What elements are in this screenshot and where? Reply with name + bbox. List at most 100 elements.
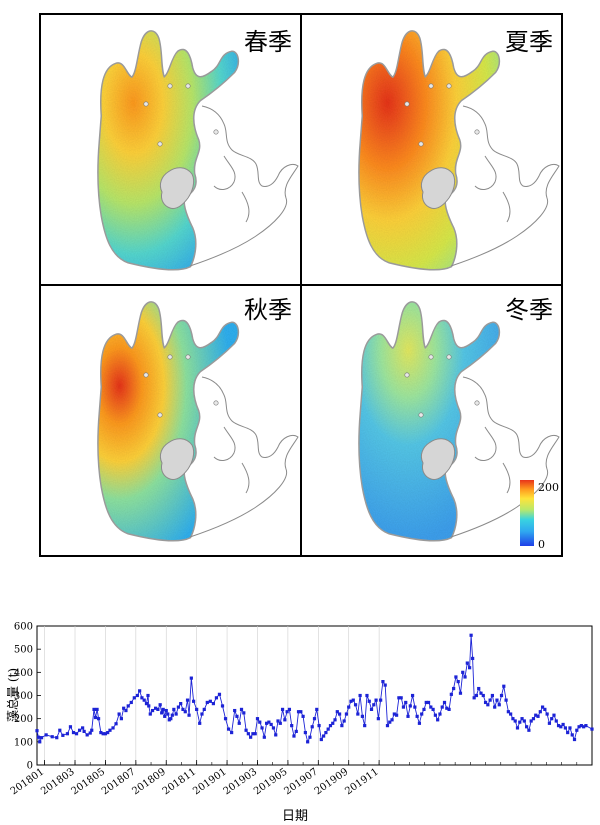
data-point xyxy=(570,733,574,737)
islet-marker xyxy=(404,101,410,107)
data-point xyxy=(506,710,510,714)
data-point xyxy=(469,633,473,637)
data-point xyxy=(554,719,558,723)
data-point xyxy=(169,717,173,721)
data-point xyxy=(106,730,110,735)
data-point xyxy=(490,693,495,698)
data-point xyxy=(461,670,465,674)
y-tick-label: 200 xyxy=(14,714,33,725)
data-point xyxy=(584,724,588,728)
data-point xyxy=(148,712,152,716)
x-tick-label: 201905 xyxy=(252,766,290,797)
islet-marker xyxy=(185,83,191,89)
data-point xyxy=(119,717,123,721)
data-point xyxy=(274,733,278,737)
data-point xyxy=(351,698,355,702)
data-point xyxy=(577,725,581,729)
data-point xyxy=(124,708,128,713)
data-point xyxy=(438,712,442,716)
data-point xyxy=(253,732,257,736)
map-panel-spring xyxy=(97,30,299,271)
panel-label-spring: 春季 xyxy=(244,28,292,56)
panel-label-summer: 夏季 xyxy=(505,28,553,56)
data-point xyxy=(440,705,444,709)
data-point xyxy=(147,704,151,708)
data-point xyxy=(518,720,522,724)
data-point xyxy=(55,736,59,740)
lake-heatmap xyxy=(359,31,499,269)
data-point xyxy=(205,700,209,705)
shoreline xyxy=(189,376,299,538)
data-point xyxy=(572,737,577,742)
y-tick-label: 400 xyxy=(14,668,33,679)
data-point xyxy=(214,696,219,700)
data-point xyxy=(81,726,85,730)
data-point xyxy=(509,712,513,716)
data-point xyxy=(408,704,412,708)
data-point xyxy=(420,712,424,716)
data-point xyxy=(467,666,472,670)
x-axis-label: 日期 xyxy=(282,809,308,824)
colorbar xyxy=(520,480,534,546)
data-point xyxy=(401,705,406,709)
data-point xyxy=(372,703,376,707)
data-point xyxy=(504,698,508,702)
data-point xyxy=(579,724,583,728)
data-point xyxy=(429,705,433,709)
data-point xyxy=(410,693,415,698)
x-tick-label: 201901 xyxy=(191,766,229,797)
data-point xyxy=(260,726,264,730)
data-point xyxy=(38,740,42,744)
y-tick-label: 600 xyxy=(14,622,33,633)
data-point xyxy=(563,726,567,730)
data-point xyxy=(93,715,98,720)
map-panel-summer xyxy=(358,30,560,271)
colorbar-min-label: 0 xyxy=(538,538,545,551)
data-point xyxy=(198,721,202,725)
x-tick-label: 201903 xyxy=(222,766,260,797)
data-point xyxy=(540,705,545,709)
data-point xyxy=(217,692,222,696)
data-point xyxy=(344,712,349,716)
data-point xyxy=(166,712,170,716)
data-point xyxy=(365,693,369,698)
data-point xyxy=(290,724,294,728)
data-point xyxy=(333,718,337,722)
data-point xyxy=(161,707,165,711)
colorbar-max-label: 200 xyxy=(538,481,559,494)
algae-total-chart: 2018012018032018052018072018092018112019… xyxy=(6,622,594,824)
islet-marker xyxy=(418,141,424,147)
data-point xyxy=(310,725,314,729)
data-point xyxy=(426,700,431,705)
data-point xyxy=(515,726,520,730)
data-point xyxy=(117,712,121,716)
data-point xyxy=(495,698,499,702)
data-point xyxy=(513,719,517,723)
data-point xyxy=(369,707,374,711)
data-point xyxy=(140,696,144,700)
data-point xyxy=(158,703,162,707)
data-point xyxy=(61,733,65,737)
data-point xyxy=(433,713,437,717)
map-panel-autumn xyxy=(97,301,299,542)
y-axis-label: 藻总量 (t) xyxy=(6,668,20,722)
data-point xyxy=(189,676,193,680)
data-point xyxy=(379,698,383,702)
data-point xyxy=(226,727,231,731)
islet-marker xyxy=(157,141,163,147)
data-point xyxy=(488,698,492,702)
data-point xyxy=(422,707,426,711)
data-point xyxy=(192,699,196,703)
map-panel-winter xyxy=(358,301,560,542)
islet-marker xyxy=(143,372,149,378)
data-point xyxy=(347,705,351,709)
data-point xyxy=(417,721,422,725)
data-point xyxy=(552,713,556,717)
data-point xyxy=(65,732,70,736)
data-point xyxy=(550,717,554,721)
data-point xyxy=(582,725,586,729)
data-point xyxy=(103,732,108,736)
data-point xyxy=(170,713,174,717)
x-tick-label: 201811 xyxy=(161,766,199,797)
island-shape xyxy=(159,167,195,209)
